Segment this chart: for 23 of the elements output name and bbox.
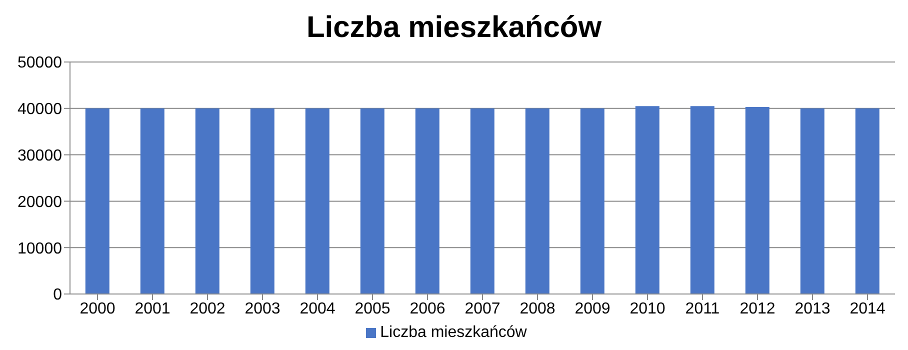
x-tick-label: 2014 [850,300,886,318]
legend-label: Liczba mieszkańców [380,324,527,341]
x-tick-label: 2011 [685,300,720,318]
x-tick-label: 2009 [574,300,610,318]
x-tick-label: 2006 [410,300,446,318]
x-tick-label: 2007 [464,300,500,318]
chart-title: Liczba mieszkańców [305,10,603,46]
x-tick-label: 2001 [134,300,170,318]
x-tick-label: 2005 [354,300,390,318]
x-tick-label: 2013 [794,300,830,318]
y-tick-label: 30000 [18,147,62,164]
x-tick-label: 2012 [740,300,776,318]
y-tick-label: 0 [53,286,62,304]
y-tick-label: 20000 [18,194,62,211]
x-tick-label: 2003 [244,300,280,318]
x-tick-label: 2010 [630,300,666,318]
y-tick-label: 50000 [18,54,62,72]
y-tick-label: 40000 [18,101,62,118]
y-tick-label: 10000 [18,240,62,258]
x-tick-label: 2004 [300,300,336,318]
x-tick-label: 2008 [520,300,556,318]
x-tick-label: 2002 [190,300,226,318]
x-tick-label: 2000 [80,300,116,318]
